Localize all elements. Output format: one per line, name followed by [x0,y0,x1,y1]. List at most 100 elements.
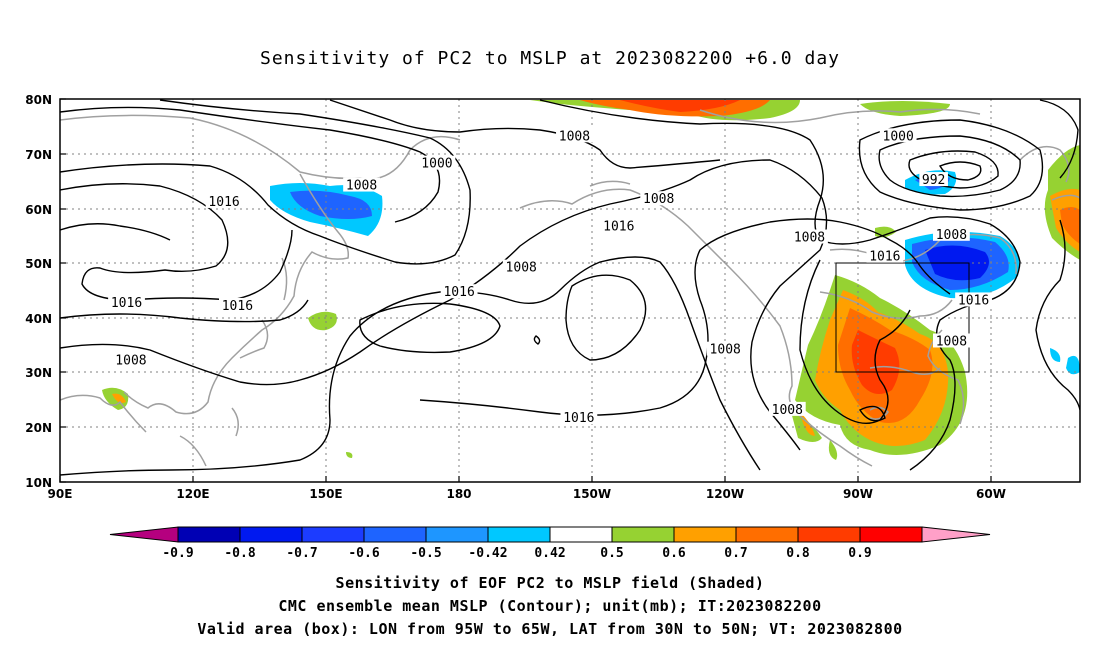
positive-shading-east-atlantic [1044,145,1080,260]
contour-label: 1008 [115,354,146,369]
contour-label: 1008 [936,228,967,243]
contour-label: 1016 [958,293,989,308]
contour-label-bg [440,284,478,299]
colorbar-tick-label: 0.7 [724,546,747,561]
colorbar-tick-label: 0.42 [534,546,565,561]
colorbar-labels: -0.9 -0.8 -0.7 -0.6 -0.5 -0.42 0.42 0.5 0.6 0.7 0.… [162,546,871,561]
contour-label: 992 [922,173,945,188]
contour-label-bg [560,410,598,425]
colorbar-tick-label: 0.5 [600,546,623,561]
contour-label-bg [640,191,678,206]
contour-label-bg [866,248,904,263]
lon-label: 150E [309,487,342,501]
contour-label: 1016 [603,220,634,235]
negative-shading-kamchatka [270,183,383,236]
contour-label-bg [205,193,243,208]
lat-label: 70N [25,148,52,162]
axis-ticks [59,98,992,483]
contour-label-bg [600,218,638,233]
contour-label-bg [218,297,256,312]
contour-label-bg [791,229,828,244]
contour-label: 1008 [643,192,674,207]
colorbar-tick-label: -0.7 [286,546,317,561]
colorbar-segment [859,526,923,543]
colorbar-tick-label: -0.42 [468,546,507,561]
contour-labels: 1000 1008 1016 1016 1016 1008 1008 1016 1008 1008… [108,128,992,426]
contour-label-bg [706,341,744,356]
latitude-labels: 80N 70N 60N 50N 40N 30N 20N 10N [25,93,52,490]
footer-line-1: Sensitivity of EOF PC2 to MSLP field (Sh… [335,574,765,592]
contour-label: 1008 [506,261,537,276]
colorbar-segment [797,526,861,543]
colorbar-segment [735,526,799,543]
lat-label: 10N [25,476,52,490]
positive-shading-small [102,311,353,458]
lon-label: 60W [976,487,1006,501]
colorbar-segment [549,526,613,543]
map-title: Sensitivity of PC2 to MSLP at 2023082200… [259,48,840,69]
colorbar-tick-label: 0.8 [786,546,810,561]
longitude-labels: 90E 120E 150E 180 150W 120W 90W 60W [48,487,1006,501]
contour-label: 1008 [710,343,741,358]
contour-label: 1016 [563,411,594,426]
colorbar-tick-label: -0.9 [162,546,193,561]
contour-label-bg [502,259,540,274]
footer-line-3: Valid area (box): LON from 95W to 65W, L… [197,620,903,638]
contour-label-bg [768,401,806,416]
contour-label-bg [932,333,970,348]
lon-label: 150W [573,487,611,501]
colorbar-tick-label: -0.5 [410,546,441,561]
colorbar-segment [363,526,427,543]
contour-label-bg [418,155,456,170]
lon-label: 180 [446,487,471,501]
contour-label-bg [556,128,593,143]
contour-label: 1016 [222,299,253,314]
lat-label: 20N [25,421,52,435]
colorbar-tick-label: 0.9 [848,546,871,561]
positive-shading-north-america [790,226,968,460]
colorbar-segment [239,526,303,543]
contour-label: 1008 [346,179,377,194]
contour-label: 1016 [443,285,474,300]
colorbar-segment [425,526,489,543]
lon-label: 120E [176,487,209,501]
map-frame [59,98,1081,483]
lat-label: 50N [25,257,52,271]
contour-label: 1016 [208,195,239,210]
colorbar-tick-label: 0.6 [662,546,686,561]
contour-label-bg [955,292,992,307]
contour-label: 1000 [421,157,452,172]
lon-label: 90E [48,487,73,501]
contour-label: 1008 [936,334,967,349]
colorbar-tick-label: -0.6 [348,546,379,561]
contour-label: 1008 [772,403,803,418]
contour-label-bg [112,352,150,367]
colorbar-segment [301,526,365,543]
valid-area-box [835,262,970,373]
lon-label: 90W [843,487,873,501]
contour-label: 1000 [883,129,914,144]
contour-label-bg [932,226,970,241]
contour-label: 1016 [111,296,142,311]
footer-line-2: CMC ensemble mean MSLP (Contour); unit(m… [278,597,822,615]
lat-label: 40N [25,312,52,326]
contour-label-bg [108,295,145,310]
contour-label: 1008 [794,231,825,246]
colorbar [109,526,991,543]
contour-label: 1016 [869,250,900,265]
colorbar-max-triangle [921,526,991,543]
colorbar-tick-label: -0.8 [224,546,255,561]
positive-shading-north [530,100,950,121]
lat-label: 80N [25,93,52,107]
contour-label-bg [919,172,948,187]
colorbar-min-triangle [109,526,179,543]
contour-label-bg [343,177,380,192]
colorbar-segment [487,526,551,543]
colorbar-segment [611,526,675,543]
contour-label-bg [879,128,917,143]
lon-label: 120W [706,487,744,501]
contour-label: 1008 [559,129,590,144]
colorbar-segment [177,526,241,543]
colorbar-segment [673,526,737,543]
